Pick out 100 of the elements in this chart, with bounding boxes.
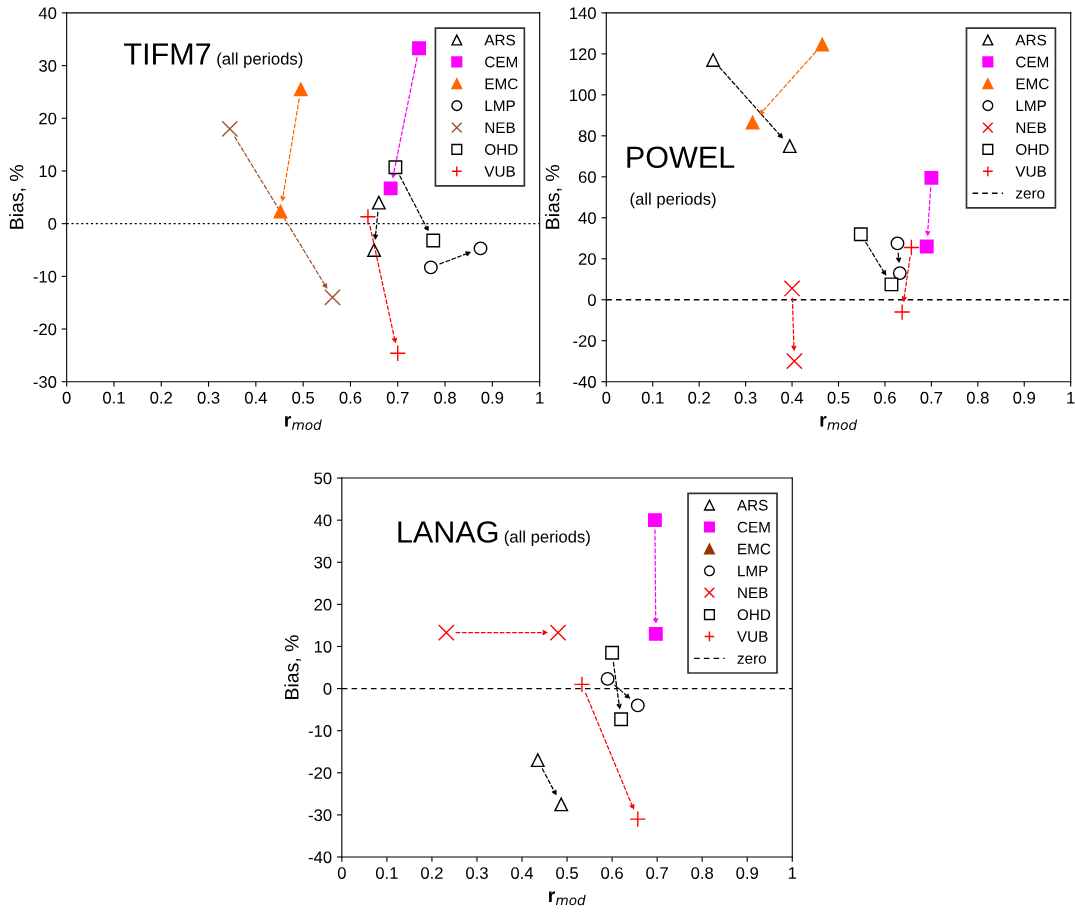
text: (all periods): [630, 192, 716, 209]
point: [892, 266, 907, 281]
point: [647, 513, 662, 528]
y-tick-label: 0: [587, 294, 596, 306]
x-tick-label: 0: [602, 391, 611, 404]
point: [383, 181, 398, 196]
legend-label: CEM: [737, 521, 770, 533]
y-tick-label: -10: [33, 270, 57, 283]
x-tick-label: 0.6: [339, 391, 362, 404]
y-tick-label: 0: [323, 682, 332, 695]
x-axis-title: r$_{mod}$: [285, 416, 322, 430]
y-tick-label: 20: [314, 598, 332, 611]
x-tick-label: 0.6: [874, 391, 896, 404]
legend-label: zero: [1015, 190, 1045, 199]
legend-label: CEM: [1016, 56, 1049, 68]
y-tick-label: -20: [33, 323, 57, 336]
y-tick-label: 100: [570, 89, 596, 102]
y-tick-label: 40: [313, 514, 332, 527]
point: [388, 160, 403, 175]
y-tick-label: 40: [578, 212, 596, 224]
x-tick-label: 0.8: [966, 391, 989, 404]
x-tick-label: 0.3: [466, 867, 488, 879]
point: [473, 241, 488, 256]
legend-label: NEB: [1016, 122, 1046, 133]
point: [614, 712, 629, 727]
x-tick-label: 1: [1067, 392, 1075, 404]
point: [273, 204, 288, 219]
x-tick-label: 0.4: [244, 391, 267, 404]
y-tick-label: 10: [39, 165, 57, 178]
legend-label: VUB: [484, 166, 515, 177]
legend-label: ARS: [1015, 34, 1047, 46]
y-tick-label: 30: [314, 556, 332, 569]
legend-label: LMP: [738, 565, 768, 577]
legend-label: EMC: [738, 543, 771, 555]
y-tick-label: 10: [314, 640, 332, 653]
point: [549, 624, 567, 641]
y-tick-label: 80: [578, 130, 596, 143]
x-tick-label: 1: [788, 867, 797, 879]
point: [554, 797, 569, 812]
x-tick-label: 0.4: [511, 867, 534, 879]
text: POWEL: [627, 146, 735, 169]
point: [815, 37, 830, 52]
point: [293, 82, 308, 97]
legend-label: OHD: [485, 144, 518, 155]
point: [426, 233, 441, 248]
legend-label: ARS: [736, 499, 768, 511]
legend-label: NEB: [485, 122, 515, 133]
x-tick-label: 0.1: [375, 867, 398, 879]
point: [919, 239, 934, 254]
legend-label: EMC: [1016, 78, 1049, 90]
y-tick-label: -20: [573, 335, 596, 347]
y-axis-title: Bias, %: [9, 165, 26, 229]
x-tick-label: 1: [536, 392, 544, 404]
legend-label: NEB: [738, 587, 768, 599]
point: [367, 243, 382, 257]
y-tick-label: 20: [578, 253, 596, 265]
x-axis-title: r$_{mod}$: [549, 891, 586, 906]
x-tick-label: 0.5: [556, 867, 578, 879]
point: [706, 53, 721, 67]
text: (all periods): [504, 530, 590, 546]
x-tick-label: 0.9: [736, 867, 759, 879]
y-tick-label: 20: [39, 112, 57, 125]
y-axis-title: Bias, %: [284, 635, 301, 699]
legend-label: EMC: [485, 78, 518, 90]
legend-label: zero: [737, 655, 767, 664]
y-tick-label: -30: [308, 809, 332, 822]
legend-label: VUB: [1015, 166, 1046, 177]
x-tick-label: 0.3: [197, 391, 220, 404]
legend-label: LMP: [485, 100, 515, 112]
x-tick-label: 0.5: [292, 391, 315, 404]
point: [412, 41, 426, 56]
point: [903, 239, 920, 256]
x-tick-label: 0.7: [920, 391, 943, 404]
y-tick-label: 140: [570, 7, 596, 20]
x-tick-label: 0.3: [734, 391, 757, 404]
x-tick-label: 0.9: [481, 391, 504, 404]
x-tick-label: 0.2: [150, 391, 172, 404]
point: [605, 645, 620, 660]
y-tick-label: -20: [308, 767, 332, 779]
x-axis-title: r$_{mod}$: [820, 416, 858, 430]
x-tick-label: 0.7: [386, 391, 409, 404]
y-tick-label: 30: [39, 59, 57, 72]
x-tick-label: 0.4: [781, 391, 804, 404]
point: [371, 195, 386, 210]
legend-label: OHD: [737, 609, 771, 621]
point: [783, 280, 801, 297]
y-tick-label: -40: [308, 851, 332, 864]
legend-label: OHD: [1016, 144, 1049, 155]
point: [221, 120, 239, 138]
y-tick-label: -30: [33, 376, 57, 388]
legend-label: VUB: [737, 631, 768, 642]
y-axis-title: Bias, %: [545, 165, 562, 229]
y-tick-label: 50: [314, 472, 332, 485]
x-tick-label: 0.1: [641, 391, 664, 404]
text: LANAG: [398, 521, 498, 543]
y-tick-label: 60: [578, 171, 596, 184]
x-tick-label: 0.5: [827, 391, 850, 404]
x-tick-label: 0.7: [646, 867, 668, 879]
point: [786, 352, 803, 370]
y-tick-label: 0: [48, 218, 57, 230]
